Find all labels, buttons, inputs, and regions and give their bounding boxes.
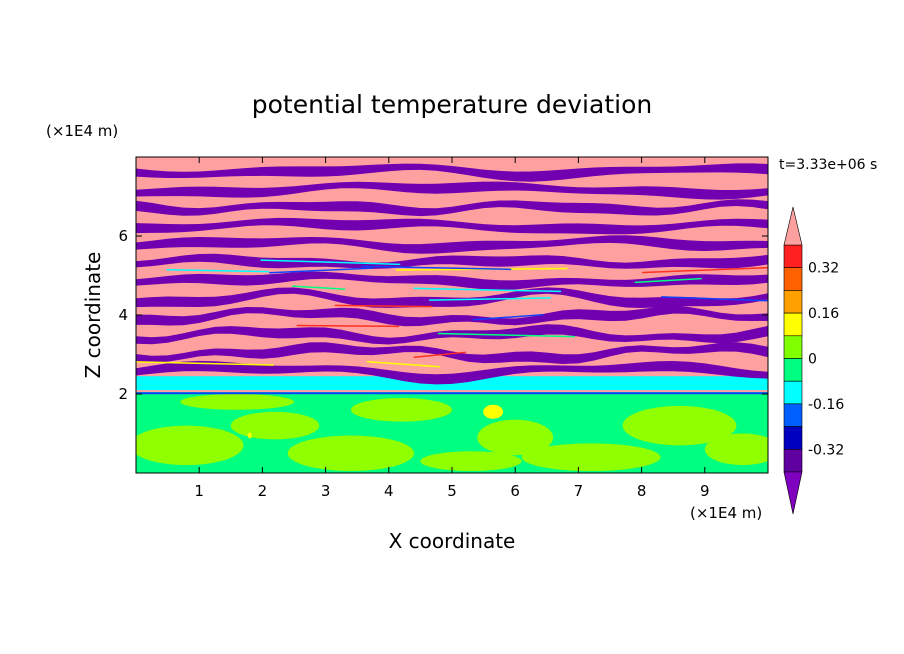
- lower-layer-patch-9: [180, 394, 294, 410]
- x-axis: 1 2 3 4 5 6 7 8 9: [194, 157, 710, 500]
- colorbar-segment-6: [783, 380, 803, 405]
- lower-layer-patch-7: [704, 433, 768, 466]
- chart-title: potential temperature deviation: [252, 90, 652, 119]
- lower-layer-patch-6: [622, 405, 737, 446]
- colorbar-segment-0: [783, 244, 803, 269]
- y-tick-label-1: 4: [118, 306, 128, 324]
- streak-2: [296, 324, 400, 328]
- warm-spot: [483, 404, 504, 419]
- y-axis: 2 4 6: [118, 227, 768, 403]
- x-tick-label-8: 9: [700, 482, 710, 500]
- colorbar-segment-3: [783, 312, 803, 337]
- streak-13: [291, 285, 346, 290]
- streak-10: [260, 259, 401, 266]
- streak-12: [641, 266, 768, 274]
- lower-layer-patch-8: [420, 451, 522, 472]
- streak-5: [428, 297, 552, 301]
- x-axis-label: X coordinate: [389, 529, 516, 553]
- y-tick-label-0: 2: [118, 385, 128, 403]
- colorbar-segment-1: [783, 267, 803, 291]
- streak-7: [334, 304, 433, 308]
- streak-11: [472, 313, 544, 321]
- y-tick-label-2: 6: [118, 227, 128, 245]
- x-tick-label-4: 5: [447, 482, 457, 500]
- lower-layer-patch-4: [477, 419, 554, 456]
- x-tick-label-1: 2: [258, 482, 268, 500]
- streak-6: [360, 265, 512, 271]
- lower-layer-patch-2: [287, 435, 415, 472]
- streak-1: [661, 296, 768, 302]
- x-tick-label-6: 7: [574, 482, 584, 500]
- streak-0: [166, 269, 270, 273]
- negative-band-7: [136, 235, 768, 254]
- colorbar: 0.32 0.16 0 -0.16 -0.32: [783, 206, 844, 515]
- x-axis-unit: (×1E4 m): [690, 504, 762, 522]
- colorbar-over-arrow: [783, 206, 803, 246]
- y-axis-unit: (×1E4 m): [46, 122, 118, 140]
- x-tick-label-5: 6: [510, 482, 520, 500]
- negative-band-0: [136, 360, 768, 385]
- colorbar-label-1: 0.16: [808, 306, 839, 322]
- x-tick-label-0: 1: [194, 482, 204, 500]
- negative-band-8: [136, 217, 768, 235]
- x-tick-label-2: 3: [321, 482, 331, 500]
- lower-layer-patch-1: [230, 411, 320, 440]
- streak-16: [269, 267, 374, 274]
- negative-band-9: [136, 199, 768, 217]
- streak-15: [413, 287, 562, 293]
- streak-17: [413, 351, 467, 358]
- lower-layer-patch-3: [350, 397, 452, 422]
- lower-layer-patch-5: [521, 443, 661, 472]
- warm-spot-small: [247, 432, 252, 439]
- colorbar-under-arrow: [783, 471, 803, 515]
- colorbar-label-4: -0.32: [808, 442, 844, 458]
- negative-band-6: [136, 253, 768, 269]
- contour-field: [136, 157, 768, 473]
- negative-band-5: [136, 271, 768, 291]
- negative-band-4: [136, 287, 768, 308]
- colorbar-label-2: 0: [808, 352, 817, 368]
- colorbar-segment-7: [783, 403, 803, 427]
- negative-band-11: [136, 163, 768, 182]
- streak-8: [634, 277, 702, 284]
- lower-layer-patch-0: [136, 425, 244, 466]
- colorbar-label-3: -0.16: [808, 397, 844, 413]
- colorbar-segment-2: [783, 290, 803, 314]
- streak-14: [136, 361, 274, 366]
- colorbar-segment-4: [783, 335, 803, 359]
- negative-band-10: [136, 181, 768, 200]
- colorbar-segment-9: [783, 448, 803, 473]
- streak-3: [437, 332, 576, 338]
- negative-band-3: [136, 305, 768, 327]
- time-label: t=3.33e+06 s: [779, 157, 877, 173]
- y-axis-label: Z coordinate: [81, 252, 105, 379]
- x-tick-label-3: 4: [384, 482, 394, 500]
- colorbar-segment-8: [783, 426, 803, 450]
- streak-9: [366, 360, 441, 368]
- colorbar-segment-5: [783, 358, 803, 382]
- colorbar-label-0: 0.32: [808, 261, 839, 277]
- x-tick-label-7: 8: [637, 482, 647, 500]
